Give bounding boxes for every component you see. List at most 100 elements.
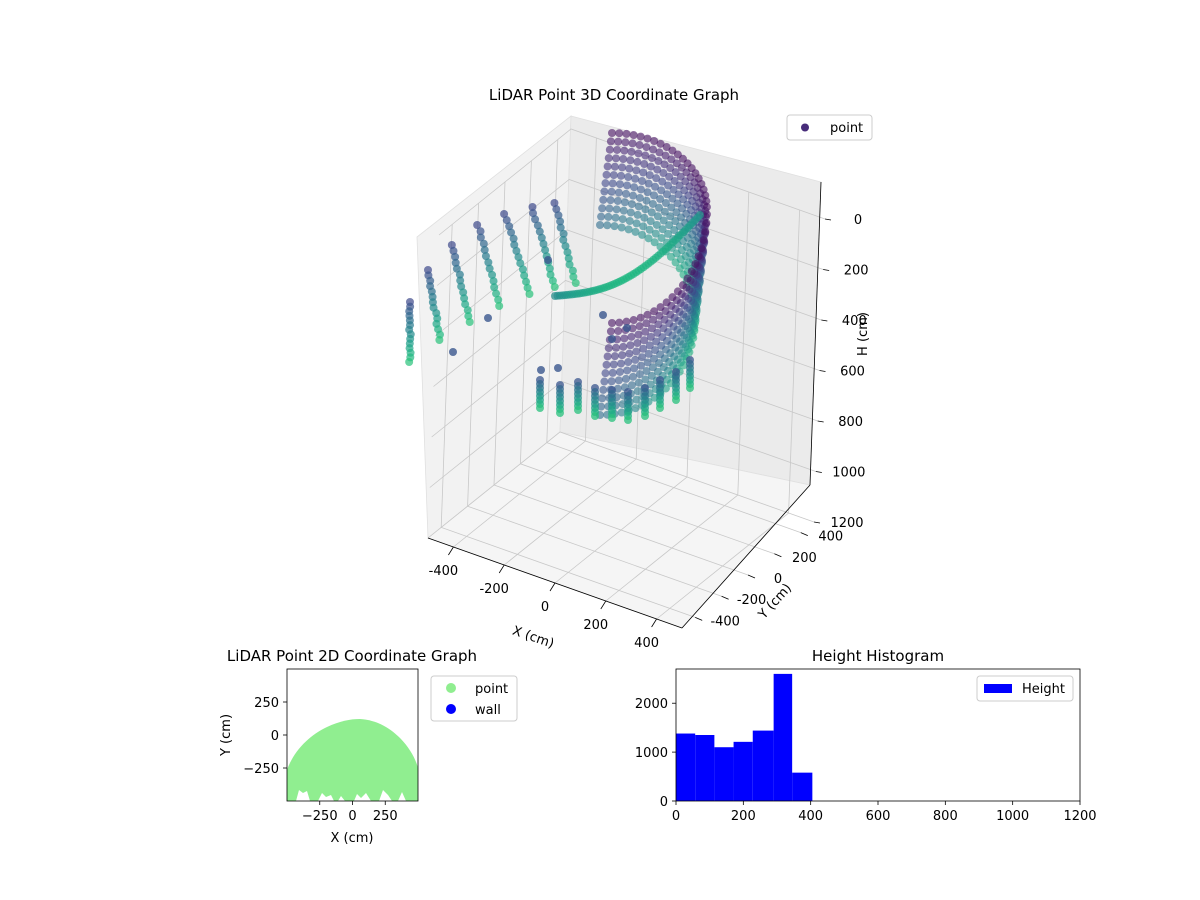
point-marker — [615, 129, 624, 138]
y-tick-3d — [774, 553, 782, 558]
point-marker — [627, 147, 636, 156]
point-marker — [459, 288, 468, 297]
point-marker — [565, 260, 574, 269]
z-tick-3d — [815, 471, 822, 473]
point-marker — [528, 203, 537, 211]
x-tick-3d — [549, 582, 556, 592]
point-marker — [623, 366, 632, 375]
legend-label-height: Height — [1022, 682, 1065, 697]
point-marker — [632, 347, 641, 356]
point-marker — [539, 239, 548, 248]
y-tick-label-3d: -400 — [710, 614, 740, 629]
point-marker — [455, 270, 464, 279]
point-marker — [622, 374, 631, 383]
point-marker — [702, 218, 711, 227]
x-tick-3d — [651, 618, 657, 628]
point-marker — [522, 277, 531, 286]
point-marker — [615, 318, 624, 327]
point-marker — [636, 361, 645, 370]
point-marker — [465, 318, 474, 326]
point-marker — [634, 330, 643, 339]
x-tick-3d — [448, 546, 454, 556]
point-marker — [559, 235, 568, 244]
point-marker — [653, 165, 662, 174]
point-marker — [694, 252, 703, 261]
point-marker — [619, 155, 628, 164]
z-tick-3d — [824, 218, 832, 221]
point-marker — [607, 187, 616, 196]
point-marker — [633, 210, 642, 219]
point-marker — [452, 264, 461, 273]
point-marker — [666, 212, 675, 221]
point-marker — [605, 204, 614, 213]
x-axis-label-2d: X (cm) — [331, 831, 374, 846]
point-marker — [563, 248, 572, 257]
point-marker — [620, 146, 629, 155]
point-marker — [662, 190, 671, 199]
point-marker — [507, 228, 516, 237]
point-marker — [617, 223, 626, 232]
point-marker — [611, 154, 620, 163]
point-marker — [650, 307, 659, 316]
point-marker — [647, 371, 656, 380]
point-marker — [627, 381, 636, 390]
point-marker — [643, 134, 652, 143]
point-marker — [641, 412, 649, 420]
point-marker — [640, 336, 649, 345]
point-marker — [571, 279, 580, 287]
point-marker — [657, 186, 666, 195]
z-axis-label-3d: H (cm) — [856, 312, 871, 356]
z-tick-label-3d: 400 — [842, 314, 867, 329]
x-tick-label-hist: 800 — [933, 809, 958, 824]
point-marker — [644, 179, 653, 188]
legend-histogram-frame — [976, 675, 1074, 702]
point-marker — [653, 328, 662, 337]
x-tick-3d — [498, 564, 505, 574]
point-marker — [480, 245, 489, 254]
point-marker — [687, 267, 696, 276]
point-marker — [618, 215, 627, 224]
point-marker — [648, 363, 657, 372]
histogram-bar — [676, 733, 696, 801]
point-marker — [476, 227, 485, 236]
point-marker — [658, 177, 667, 186]
point-marker — [529, 209, 538, 218]
point-marker — [608, 335, 616, 343]
point-marker — [641, 205, 650, 214]
point-marker — [638, 230, 647, 239]
point-marker — [561, 242, 570, 251]
point-area — [287, 719, 418, 801]
point-marker — [622, 129, 631, 138]
point-marker — [638, 176, 647, 185]
point-marker — [654, 157, 663, 165]
point-marker — [638, 353, 647, 362]
point-marker — [500, 210, 509, 218]
point-marker — [657, 233, 666, 242]
point-marker — [608, 414, 616, 422]
point-marker — [629, 316, 638, 325]
z-tick-3d — [821, 319, 828, 322]
point-marker — [601, 179, 610, 188]
x-axis-label-3d: X (cm) — [510, 624, 556, 652]
point-marker — [623, 181, 632, 190]
point-marker — [596, 221, 604, 229]
point-marker — [650, 136, 659, 145]
point-marker — [614, 376, 623, 385]
point-marker — [646, 162, 655, 171]
point-marker — [484, 258, 493, 267]
point-marker — [598, 204, 607, 213]
chart-3d: LiDAR Point 3D Coordinate Graph -400 -200… — [405, 86, 873, 652]
point-marker — [672, 208, 681, 217]
point-marker — [548, 276, 557, 285]
point-marker — [641, 151, 650, 160]
y-tick-label-2d: 250 — [254, 696, 279, 711]
point-marker — [644, 234, 653, 243]
y-tick-3d — [800, 532, 808, 536]
point-marker — [659, 169, 668, 178]
point-marker — [641, 375, 650, 384]
legend-marker-point — [801, 123, 809, 132]
point-marker — [668, 194, 677, 203]
histogram-bar — [792, 772, 813, 801]
point-marker — [664, 229, 673, 238]
point-marker — [701, 227, 710, 236]
